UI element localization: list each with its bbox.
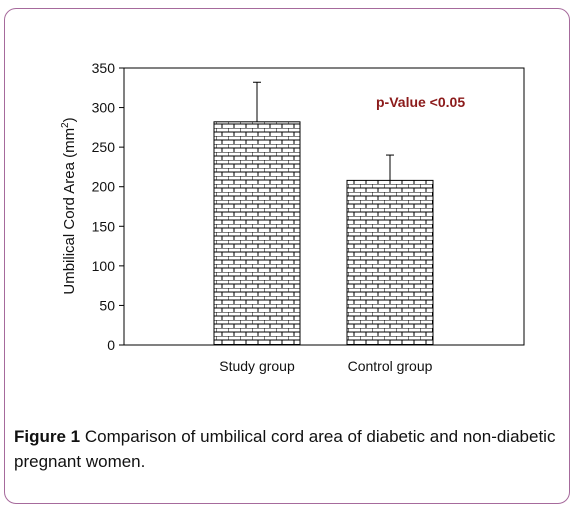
y-axis-label-main: Umbilical Cord Area (mm [61, 128, 78, 295]
y-tick-label: 200 [92, 179, 116, 195]
x-tick-label: Study group [219, 358, 295, 374]
bars-group [213, 81, 434, 346]
y-tick-label: 100 [92, 258, 116, 274]
caption-label: Figure 1 [14, 427, 81, 446]
figure-caption: Figure 1 Comparison of umbilical cord ar… [14, 424, 559, 474]
y-axis-label-superscript: 2 [60, 122, 71, 128]
caption-text: Comparison of umbilical cord area of dia… [14, 427, 556, 471]
y-axis-label-end: ) [61, 117, 78, 122]
y-tick-label: 300 [92, 100, 116, 116]
y-tick-label: 150 [92, 218, 116, 234]
y-tick-label: 350 [92, 60, 116, 76]
p-value-annotation: p-Value <0.05 [376, 94, 465, 110]
bar-study-group [213, 121, 301, 346]
x-axis: Study group Control group [219, 358, 432, 374]
x-tick-label: Control group [348, 358, 433, 374]
y-tick-label: 250 [92, 139, 116, 155]
y-axis: 0 50 100 150 200 250 300 350 [92, 60, 124, 353]
y-tick-label: 0 [107, 337, 115, 353]
plot-area [123, 67, 525, 346]
bar-control-group [346, 179, 434, 346]
y-tick-label: 50 [99, 297, 115, 313]
y-axis-label: Umbilical Cord Area (mm2) [60, 117, 78, 294]
